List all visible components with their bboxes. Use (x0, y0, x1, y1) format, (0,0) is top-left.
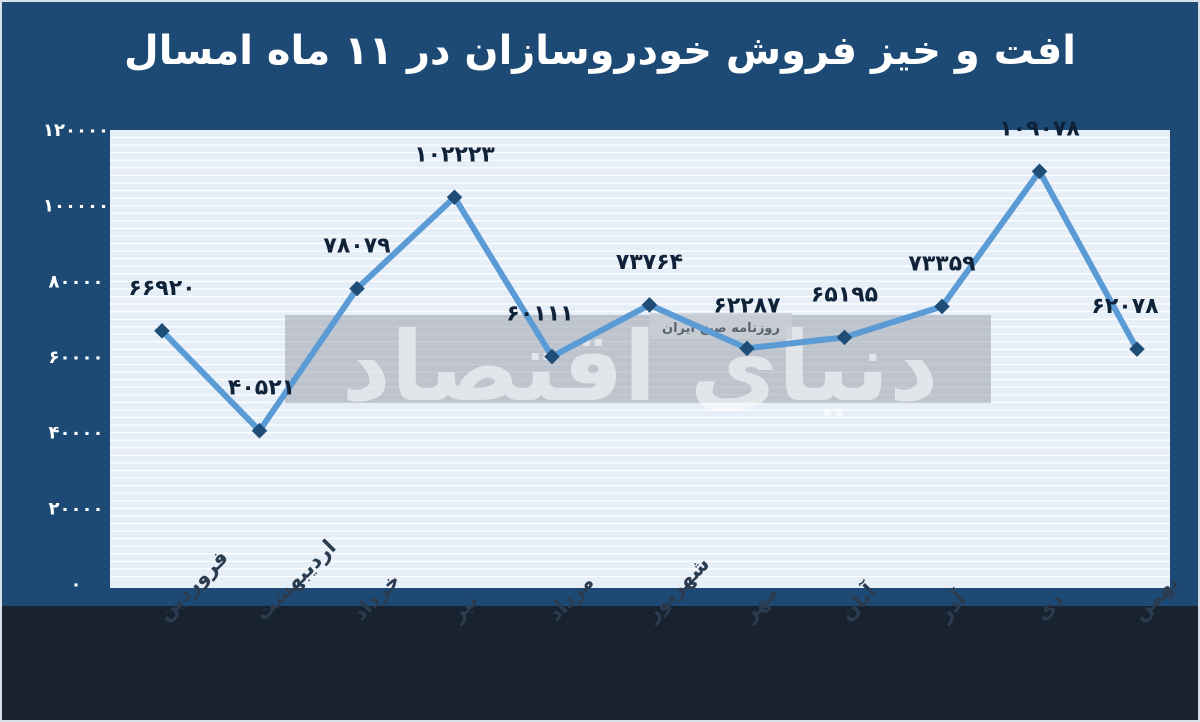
data-labels: ۶۶۹۲۰ ۴۰۵۲۱ ۷۸۰۷۹ ۱۰۲۲۲۳ ۶۰۱۱۱ ۷۳۷۶۴ ۶۲۲۸۷ ۶۵۱۹… (128, 116, 1159, 400)
x-tick-label: مهر (737, 580, 783, 626)
x-tick-label: دی (1030, 587, 1068, 625)
y-axis: ۰ ۲۰۰۰۰ ۴۰۰۰۰ ۶۰۰۰۰ ۸۰۰۰۰ ۱۰۰۰۰۰ ۱۲۰۰۰۰ (43, 120, 109, 595)
data-point (1129, 341, 1145, 357)
x-tick-label: تیر (444, 588, 483, 627)
y-tick-label: ۰ (71, 574, 82, 595)
y-tick-label: ۲۰۰۰۰ (49, 498, 104, 519)
watermark: دنیای اقتصاد روزنامه صبح ایران (285, 311, 991, 423)
category-band (2, 606, 1198, 720)
data-label: ۷۳۷۶۴ (616, 250, 683, 275)
x-tick-label: اردیبهشت (250, 535, 341, 626)
data-label: ۱۰۲۲۲۳ (414, 142, 495, 167)
x-tick-label: شهریور (639, 551, 714, 626)
x-tick-label: فروردین (153, 545, 233, 625)
data-label: ۶۵۱۹۵ (811, 282, 878, 307)
data-label: ۴۰۵۲۱ (228, 376, 295, 401)
y-tick-label: ۱۰۰۰۰۰ (43, 196, 109, 217)
x-tick-label: بهمن (1128, 570, 1184, 626)
data-label: ۶۰۱۱۱ (506, 302, 573, 327)
watermark-main: دنیای اقتصاد (342, 311, 939, 423)
y-tick-label: ۱۲۰۰۰۰ (43, 120, 109, 141)
x-tick-label: آذر (931, 586, 971, 626)
x-tick-label: آبان (834, 578, 881, 625)
y-tick-label: ۶۰۰۰۰ (49, 347, 104, 368)
data-label: ۶۶۹۲۰ (128, 276, 195, 301)
data-label: ۷۸۰۷۹ (323, 234, 390, 259)
data-point (446, 189, 463, 206)
data-point (154, 323, 170, 339)
y-tick-label: ۸۰۰۰۰ (49, 271, 104, 292)
chart-title: افت و خیز فروش خودروسازان در ۱۱ ماه امسا… (124, 28, 1076, 74)
x-axis: فروردین اردیبهشت خرداد تیر مرداد شهریور مهر آبا… (153, 535, 1184, 626)
data-label: ۶۲۰۷۸ (1091, 294, 1159, 319)
data-label: ۱۰۹۰۷۸ (999, 116, 1080, 141)
data-point (1031, 163, 1048, 180)
data-label: ۷۳۳۵۹ (908, 251, 975, 276)
data-label: ۶۲۲۸۷ (713, 293, 781, 318)
x-tick-label: مرداد (543, 570, 599, 626)
y-tick-label: ۴۰۰۰۰ (49, 423, 104, 444)
